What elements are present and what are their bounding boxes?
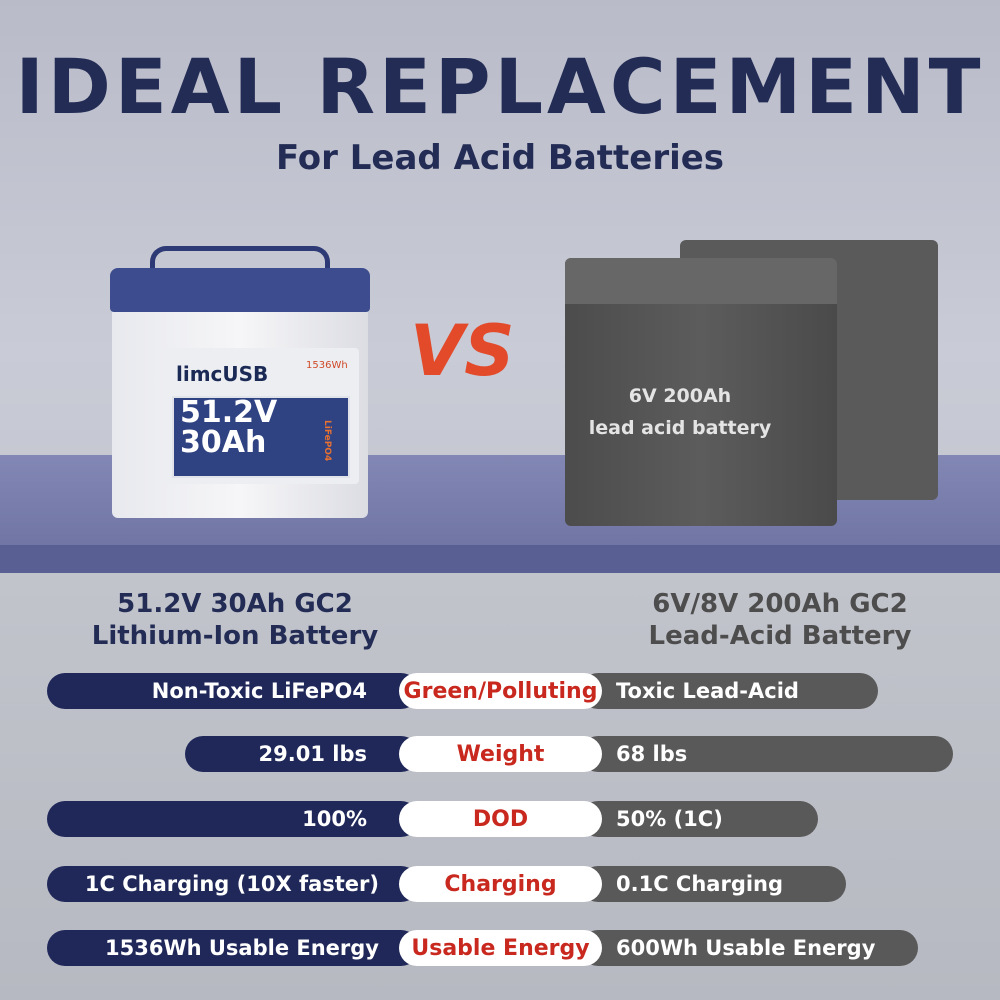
vs-label: VS bbox=[410, 310, 515, 392]
comparison-right-3: 0.1C Charging bbox=[580, 866, 846, 902]
right-product-line2: Lead-Acid Battery bbox=[648, 621, 912, 651]
battery-chemistry: LiFePO4 bbox=[322, 420, 332, 462]
comparison-right-1: 68 lbs bbox=[580, 736, 953, 772]
battery-capacity: 30Ah bbox=[180, 425, 267, 460]
lead-battery-front-image bbox=[565, 258, 837, 526]
battery-handle bbox=[150, 246, 330, 276]
brand-logo: limcUSB bbox=[176, 362, 269, 386]
battery-voltage: 51.2V bbox=[180, 395, 278, 430]
right-product-name: 6V/8V 200Ah GC2 Lead-Acid Battery bbox=[600, 588, 960, 652]
left-product-line2: Lithium-Ion Battery bbox=[91, 621, 379, 651]
comparison-left-4: 1536Wh Usable Energy bbox=[47, 930, 419, 966]
comparison-right-2: 50% (1C) bbox=[580, 801, 818, 837]
battery-spec-text: 51.2V 30Ah bbox=[180, 398, 277, 458]
lead-label-line2: lead acid battery bbox=[588, 417, 772, 439]
battery-spec-panel bbox=[172, 396, 350, 478]
shelf-edge bbox=[0, 545, 1000, 573]
page-title: IDEAL REPLACEMENT bbox=[15, 42, 985, 131]
left-product-name: 51.2V 30Ah GC2 Lithium-Ion Battery bbox=[60, 588, 410, 652]
comparison-right-4: 600Wh Usable Energy bbox=[580, 930, 918, 966]
left-product-line1: 51.2V 30Ah GC2 bbox=[117, 589, 353, 619]
lower-background bbox=[0, 573, 1000, 1000]
battery-energy: 1536Wh bbox=[306, 360, 348, 371]
comparison-label-2: DOD bbox=[399, 801, 602, 837]
right-product-line1: 6V/8V 200Ah GC2 bbox=[652, 589, 908, 619]
comparison-left-3: 1C Charging (10X faster) bbox=[47, 866, 419, 902]
lead-battery-label: 6V 200Ah lead acid battery bbox=[565, 380, 795, 444]
lithium-battery-lid bbox=[110, 268, 370, 312]
lead-battery-lid bbox=[565, 258, 837, 304]
comparison-left-1: 29.01 lbs bbox=[185, 736, 419, 772]
comparison-left-0: Non-Toxic LiFePO4 bbox=[47, 673, 419, 709]
comparison-left-2: 100% bbox=[47, 801, 419, 837]
comparison-label-1: Weight bbox=[399, 736, 602, 772]
page-subtitle: For Lead Acid Batteries bbox=[275, 138, 725, 178]
comparison-label-4: Usable Energy bbox=[399, 930, 602, 966]
comparison-label-0: Green/Polluting bbox=[399, 673, 602, 709]
comparison-right-0: Toxic Lead-Acid bbox=[580, 673, 878, 709]
lead-label-line1: 6V 200Ah bbox=[628, 385, 732, 407]
comparison-label-3: Charging bbox=[399, 866, 602, 902]
